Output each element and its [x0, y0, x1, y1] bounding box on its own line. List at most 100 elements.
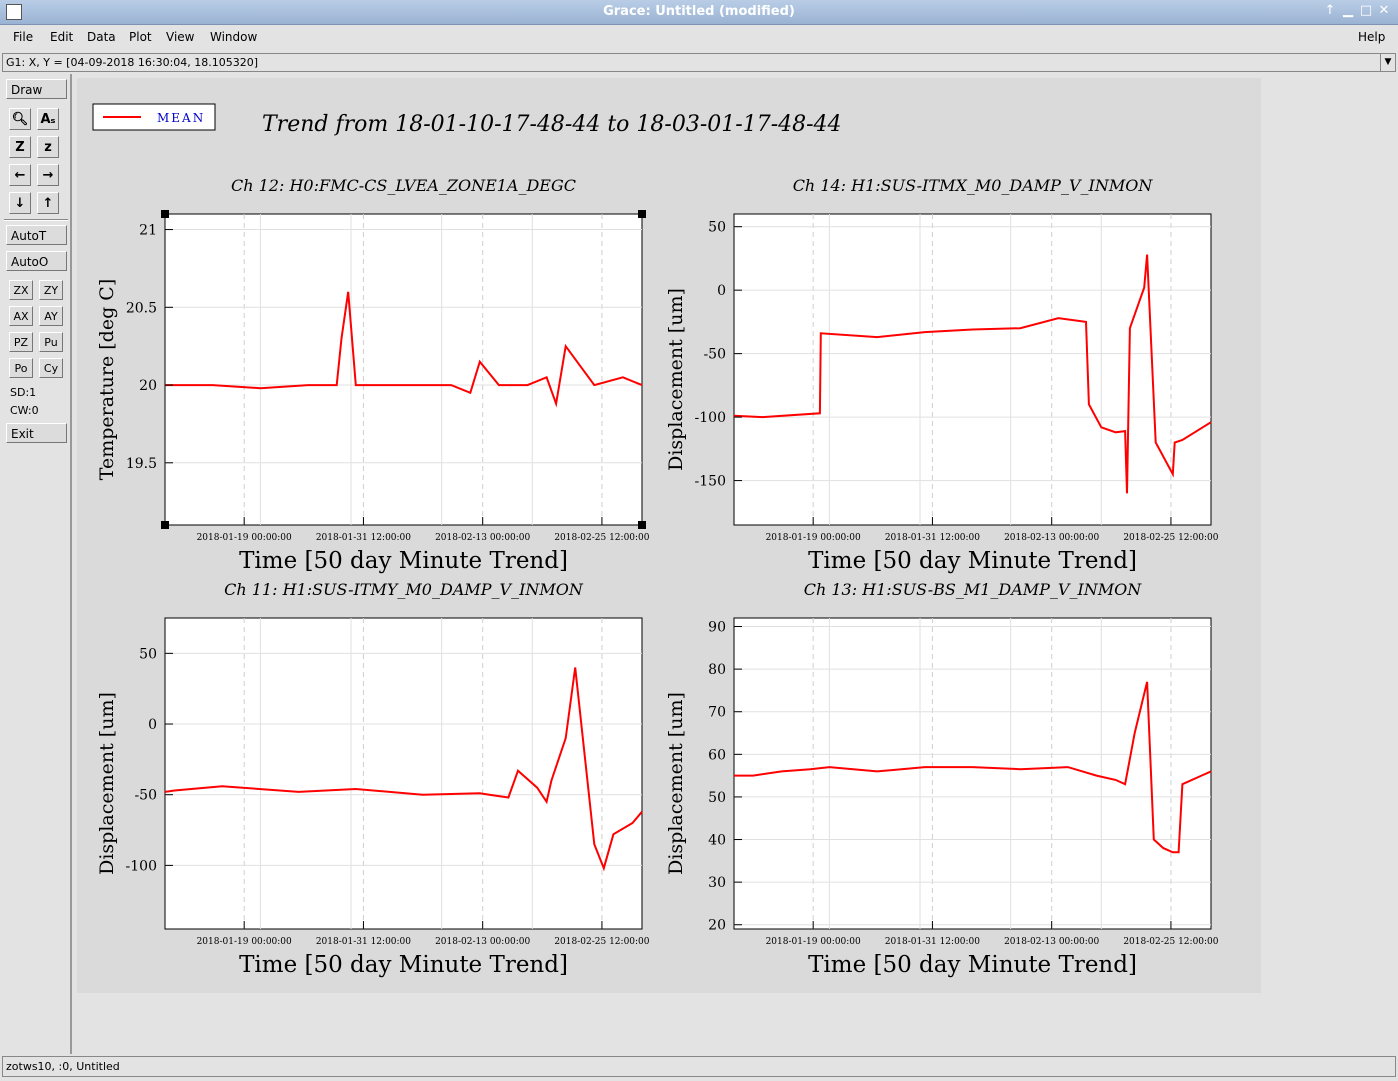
y-tick-label: -50 [134, 788, 157, 804]
zy-button[interactable]: ZY [39, 280, 63, 300]
y-tick-label: -150 [695, 474, 726, 490]
y-tick-label: 19.5 [126, 456, 157, 472]
app-icon[interactable] [6, 4, 22, 20]
plot-area[interactable]: MEAN Trend from 18-01-10-17-48-44 to 18-… [77, 78, 1261, 993]
title-bar[interactable]: Grace: Untitled (modified) ↑ ▁ □ ✕ [0, 0, 1398, 25]
zoom-icon[interactable]: 🔍︎ [9, 108, 31, 130]
graph-2[interactable]: -150 -100 -50 0 50 2018-01-19 00:00:00 2018-01… [665, 176, 1219, 574]
x-tick-label: 2018-02-13 00:00:00 [435, 533, 530, 543]
graph-4[interactable]: 20 30 40 50 60 70 80 90 2018-01-19 00:00:00 2018-… [665, 580, 1219, 978]
x-tick-label: 2018-01-19 00:00:00 [197, 533, 292, 543]
status-text: zotws10, :0, Untitled [6, 1060, 120, 1073]
y-tick-label: -100 [695, 410, 726, 426]
arrow-left-icon[interactable]: ← [9, 164, 31, 186]
y-tick-label: 20 [708, 918, 726, 934]
x-tick-label: 2018-02-25 12:00:00 [1123, 937, 1218, 947]
x-tick-label: 2018-01-31 12:00:00 [885, 533, 980, 543]
series-line-mean [164, 667, 643, 872]
x-tick-label: 2018-02-25 12:00:00 [1123, 533, 1218, 543]
zoom-in-z-icon[interactable]: Z [9, 136, 31, 158]
x-axis-label: Time [50 day Minute Trend] [808, 952, 1137, 978]
stack-depth-label: SD:1 [10, 386, 37, 399]
y-axis-label: Displacement [um] [665, 692, 687, 875]
y-tick-label: 0 [717, 283, 726, 299]
zoom-out-z-icon[interactable]: z [37, 136, 59, 158]
ay-button[interactable]: AY [39, 306, 63, 326]
pz-button[interactable]: PZ [9, 332, 33, 352]
legend-label: MEAN [157, 111, 205, 125]
graph-frame[interactable] [164, 213, 643, 526]
pu-button[interactable]: Pu [39, 332, 63, 352]
minimize-icon[interactable]: ▁ [1343, 3, 1353, 18]
graph-title: Ch 13: H1:SUS-BS_M1_DAMP_V_INMON [804, 580, 1143, 599]
window-up-icon[interactable]: ↑ [1324, 3, 1336, 18]
x-tick-label: 2018-02-13 00:00:00 [435, 937, 530, 947]
selection-handle[interactable] [638, 210, 646, 218]
autoo-button[interactable]: AutoO [6, 251, 67, 271]
tool-panel: Draw 🔍︎ Aₛ Z z ← → ↓ ↑ AutoT AutoO ZX ZY… [2, 74, 72, 1054]
graph-3[interactable]: -100 -50 0 50 2018-01-19 00:00:00 2018-01-31 … [96, 580, 650, 978]
y-tick-label: 70 [708, 705, 726, 721]
x-tick-label: 2018-02-13 00:00:00 [1004, 533, 1099, 543]
x-tick-label: 2018-01-31 12:00:00 [885, 937, 980, 947]
x-tick-label: 2018-01-31 12:00:00 [316, 937, 411, 947]
locator-readout: G1: X, Y = [04-09-2018 16:30:04, 18.1053… [6, 56, 259, 69]
menu-edit[interactable]: Edit [50, 30, 74, 44]
exit-button[interactable]: Exit [6, 423, 67, 443]
window-title: Grace: Untitled (modified) [603, 4, 795, 19]
selection-handle[interactable] [161, 521, 169, 529]
toolbar-divider [4, 219, 68, 221]
autot-button[interactable]: AutoT [6, 225, 67, 245]
graph-frame[interactable] [164, 617, 643, 930]
menu-data[interactable]: Data [87, 30, 116, 44]
x-axis-label: Time [50 day Minute Trend] [239, 548, 568, 574]
close-icon[interactable]: ✕ [1378, 3, 1390, 18]
y-tick-label: 90 [708, 620, 726, 636]
selection-handle[interactable] [638, 521, 646, 529]
x-axis-label: Time [50 day Minute Trend] [808, 548, 1137, 574]
y-tick-label: 30 [708, 875, 726, 891]
y-tick-label: 80 [708, 662, 726, 678]
menu-bar: File Edit Data Plot View Window Help [0, 25, 1398, 51]
y-axis-label: Displacement [um] [96, 692, 118, 875]
graph-1[interactable]: 19.5 20 20.5 21 2018-01-19 00:00:00 2018-01-3… [96, 176, 650, 574]
y-axis-label: Temperature [deg C] [96, 279, 118, 481]
draw-button[interactable]: Draw [6, 79, 67, 99]
x-axis-label: Time [50 day Minute Trend] [239, 952, 568, 978]
series-line-mean [733, 254, 1212, 494]
menu-plot[interactable]: Plot [129, 30, 152, 44]
selection-handle[interactable] [161, 210, 169, 218]
locator-expand-icon[interactable]: ▼ [1380, 54, 1395, 71]
arrow-up-icon[interactable]: ↑ [37, 192, 59, 214]
menu-window[interactable]: Window [210, 30, 258, 44]
zx-button[interactable]: ZX [9, 280, 33, 300]
ax-button[interactable]: AX [9, 306, 33, 326]
status-bar: zotws10, :0, Untitled [2, 1056, 1396, 1077]
arrow-down-icon[interactable]: ↓ [9, 192, 31, 214]
autoscale-icon[interactable]: Aₛ [37, 108, 59, 130]
x-tick-label: 2018-01-19 00:00:00 [197, 937, 292, 947]
y-tick-label: 50 [708, 790, 726, 806]
po-button[interactable]: Po [9, 358, 33, 378]
menu-help[interactable]: Help [1358, 30, 1386, 44]
current-world-label: CW:0 [10, 404, 39, 417]
menu-view[interactable]: View [166, 30, 195, 44]
plot-canvas[interactable]: MEAN Trend from 18-01-10-17-48-44 to 18-… [77, 78, 1261, 993]
x-tick-label: 2018-02-25 12:00:00 [554, 937, 649, 947]
y-tick-label: 50 [708, 220, 726, 236]
graph-frame[interactable] [733, 213, 1212, 526]
y-axis-label: Displacement [um] [665, 288, 687, 471]
y-tick-label: -100 [126, 858, 157, 874]
x-tick-label: 2018-01-19 00:00:00 [766, 533, 861, 543]
y-tick-label: 20 [139, 378, 157, 394]
maximize-icon[interactable]: □ [1359, 3, 1373, 18]
graph-title: Ch 12: H0:FMC-CS_LVEA_ZONE1A_DEGC [231, 176, 576, 195]
series-line-mean [734, 681, 1212, 854]
y-tick-label: 50 [139, 646, 157, 662]
y-tick-label: 20.5 [126, 300, 157, 316]
series-line-mean [165, 291, 643, 408]
cy-button[interactable]: Cy [39, 358, 63, 378]
menu-file[interactable]: File [13, 30, 34, 44]
arrow-right-icon[interactable]: → [37, 164, 59, 186]
x-tick-label: 2018-01-19 00:00:00 [766, 937, 861, 947]
